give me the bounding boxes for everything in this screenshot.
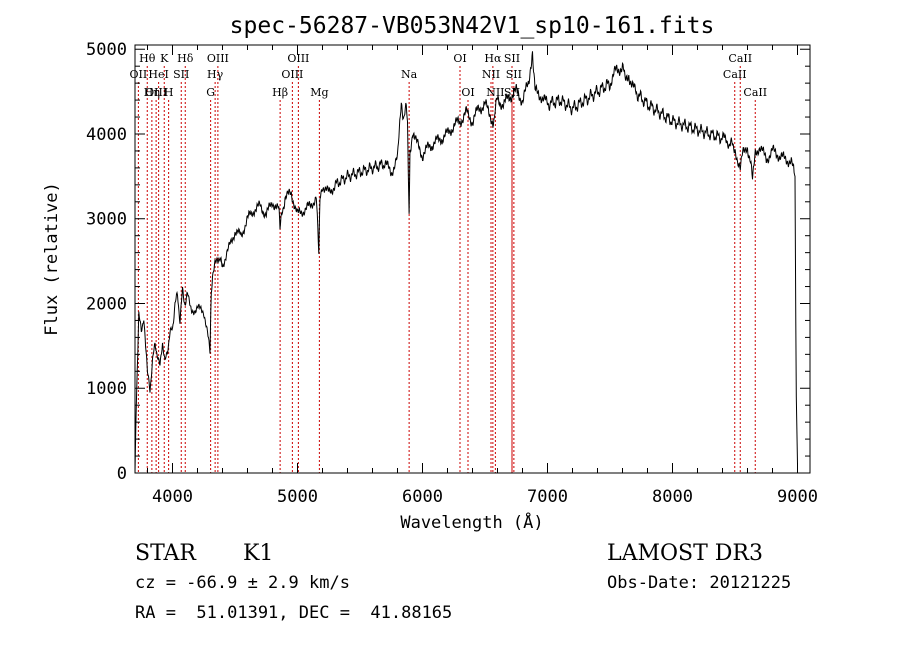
line-marker-label: OI [461,86,474,99]
line-marker-label: NII [486,86,504,99]
line-marker-label: OIII [287,52,309,65]
line-marker-label: OI [453,52,466,65]
x-axis-label: Wavelength (Å) [400,511,543,533]
y-axis-label: Flux (relative) [42,182,62,336]
line-marker-label: OIII [207,52,229,65]
survey-name: LAMOST DR3 [607,541,763,566]
redshift-text: cz = -66.9 ± 2.9 km/s [135,573,350,593]
x-tick-label: 5000 [277,487,318,507]
y-tick-label: 4000 [86,125,127,145]
line-marker-label: G [206,86,215,99]
line-marker-label: HeI [148,68,168,81]
line-marker-label: K [160,52,169,65]
line-marker-label: CaII [728,52,752,65]
line-marker-label: SII [173,68,189,81]
line-marker-label: OIII [145,86,167,99]
line-marker-label: OIII [281,68,303,81]
line-marker-label: SII [504,52,520,65]
y-axis-ticks: 0 1000 2000 3000 4000 5000 [86,40,810,484]
line-marker-label: NII [482,68,500,81]
line-marker-label: CaII [723,68,747,81]
x-tick-label: 8000 [652,487,693,507]
line-marker-label: Mg [310,86,328,99]
line-marker-label: Na [401,68,418,81]
y-tick-label: 5000 [86,40,127,60]
line-marker-label: CaII [743,86,767,99]
line-marker-label: Hα [484,52,502,65]
y-tick-label: 2000 [86,294,127,314]
coordinates-text: RA = 51.01391, DEC = 41.88165 [135,603,453,623]
y-tick-label: 0 [117,464,127,484]
object-class: STAR [135,541,196,566]
x-tick-label: 4000 [152,487,193,507]
y-tick-label: 3000 [86,210,127,230]
y-tick-label: 1000 [86,379,127,399]
x-tick-label: 6000 [402,487,443,507]
spectrum-line [134,51,798,474]
x-axis-ticks: 4000 5000 6000 7000 8000 9000 [147,45,818,507]
line-marker-label: OII [130,68,148,81]
line-marker-label: H [164,86,174,99]
line-marker-label: Hθ [139,52,156,65]
line-marker-label: Hγ [207,68,224,81]
object-subclass: K1 [243,541,274,566]
obs-date-text: Obs-Date: 20121225 [607,573,792,593]
plot-frame [134,44,811,474]
chart-title: spec-56287-VB053N42V1_sp10-161.fits [230,13,715,39]
line-marker-label: Hη [144,86,160,99]
x-tick-label: 9000 [777,487,818,507]
line-marker-label: Hδ [177,52,194,65]
x-tick-label: 7000 [527,487,568,507]
line-marker-label: SII [506,68,522,81]
line-marker-label: Hβ [272,86,288,99]
